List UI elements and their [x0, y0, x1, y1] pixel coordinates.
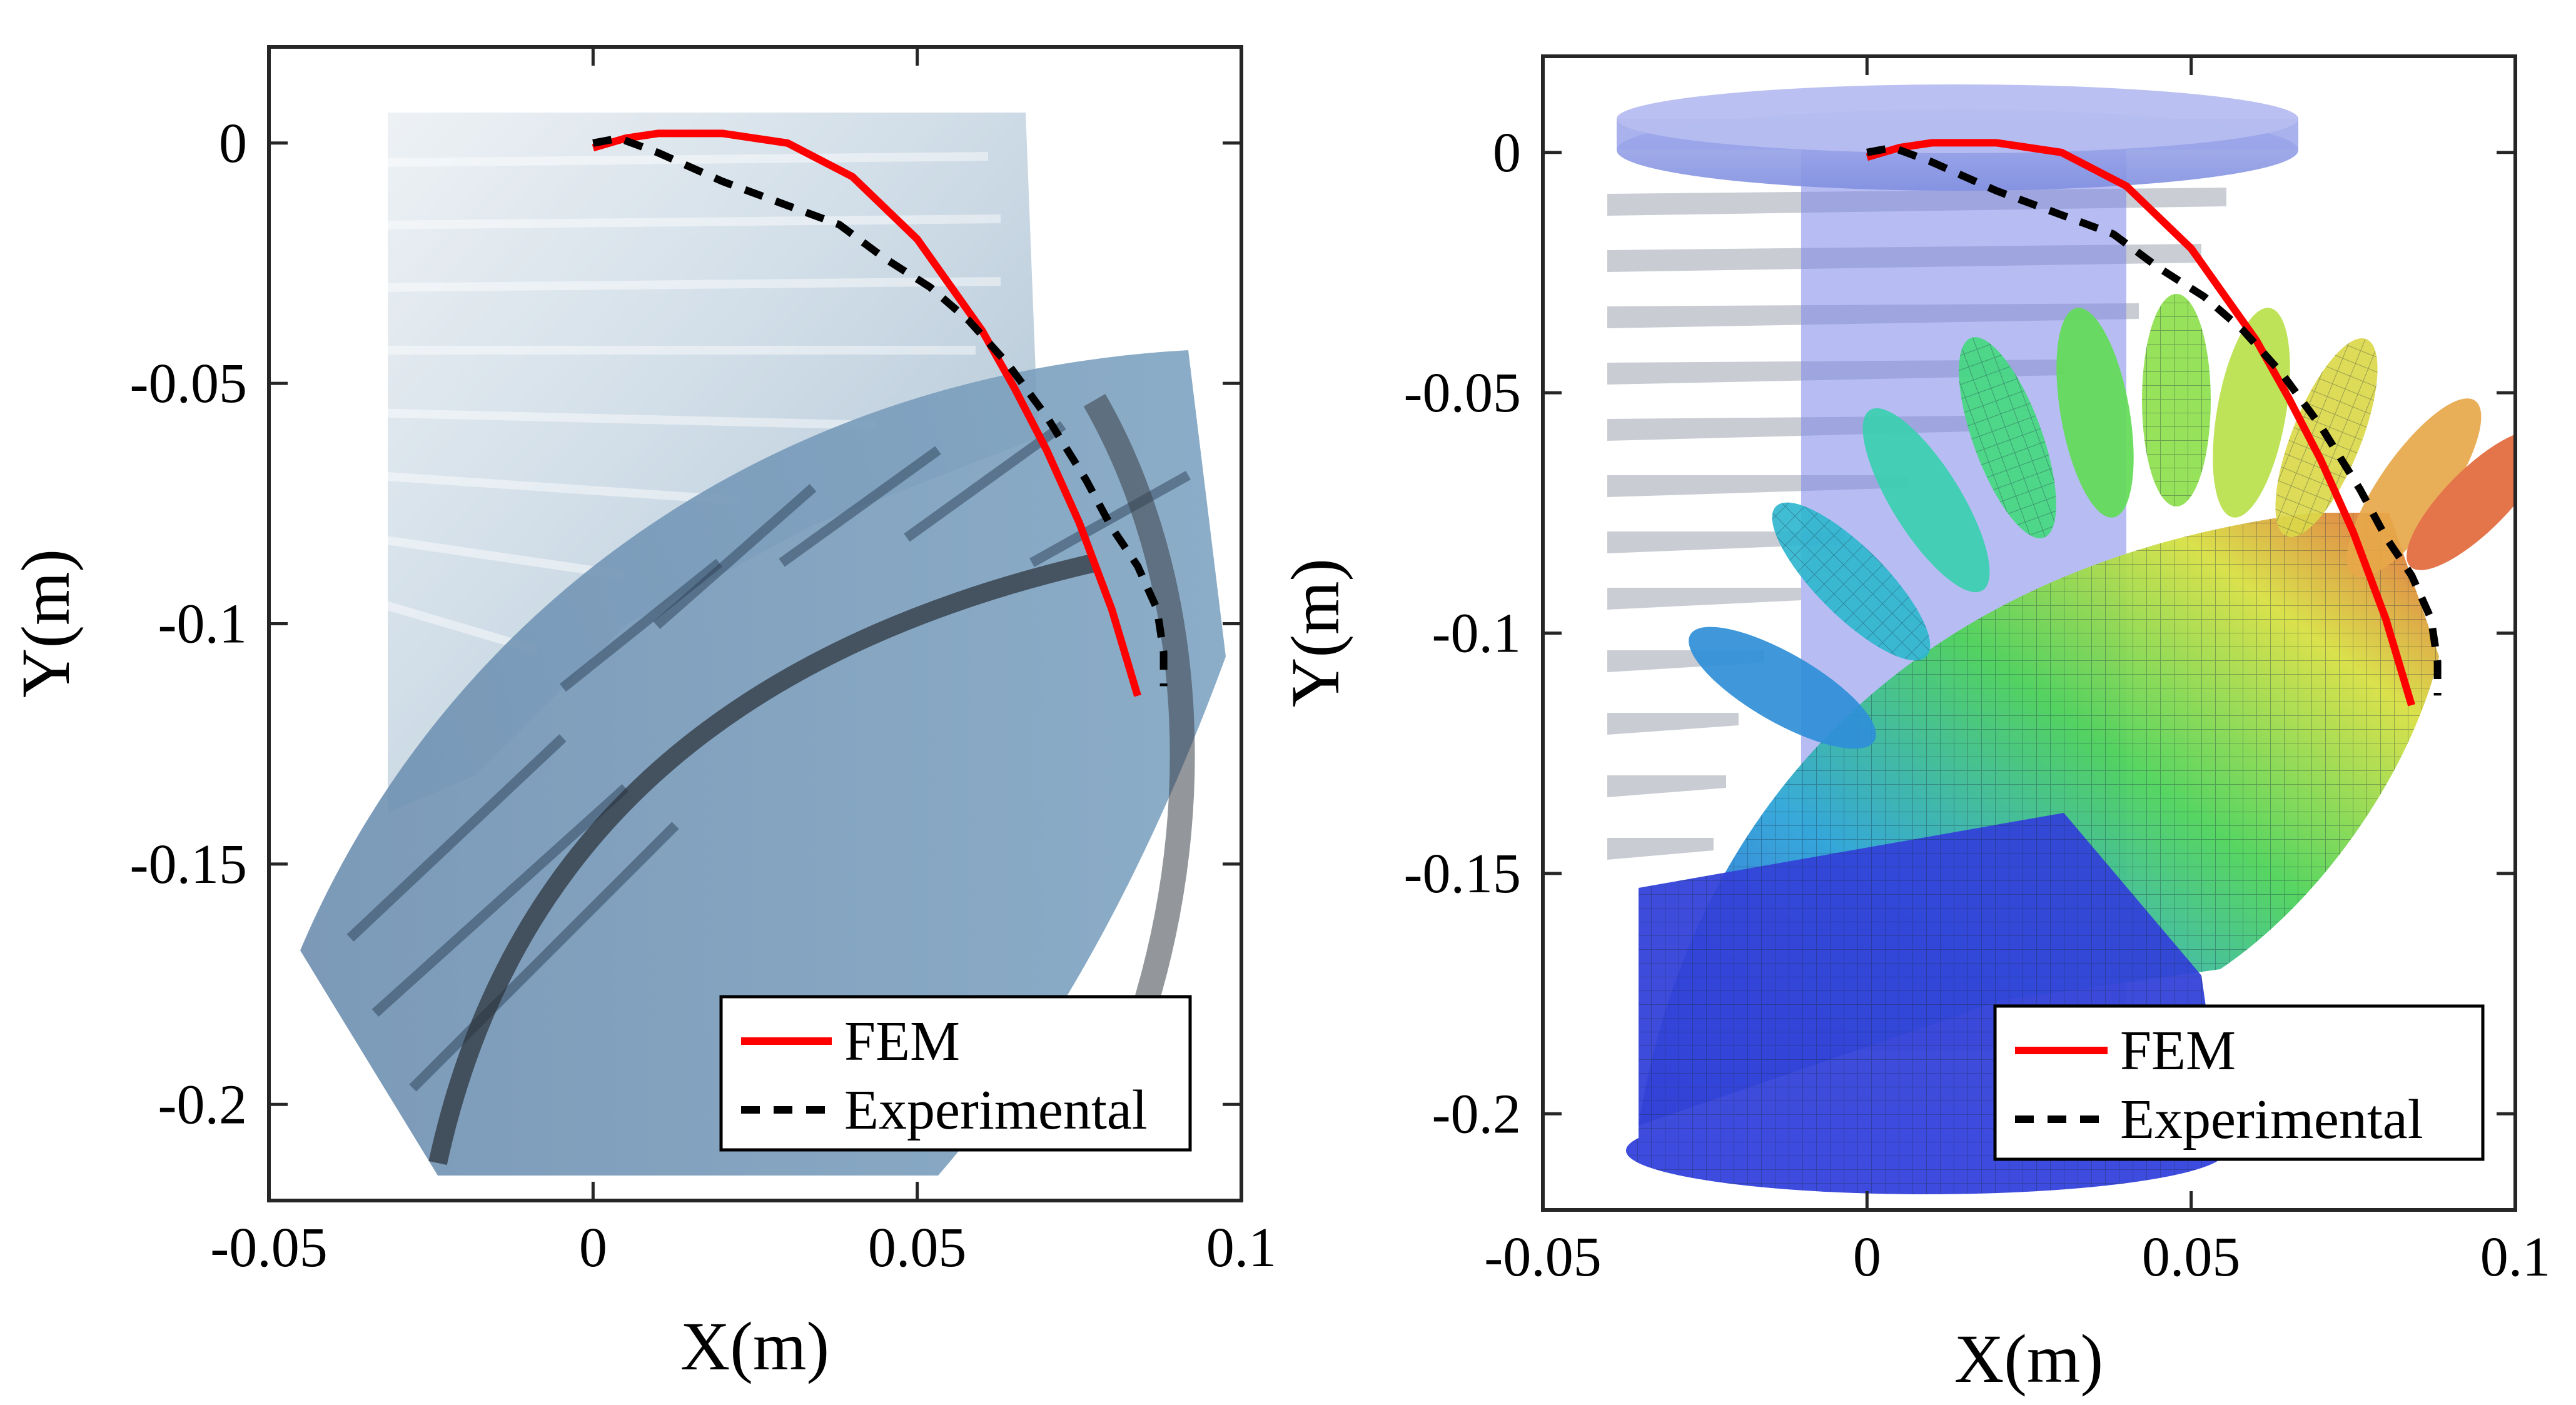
- x-tick-label: 0: [1853, 1226, 1881, 1288]
- y-tick-label: 0: [219, 113, 247, 174]
- x-axis-label: X(m): [1954, 1321, 2103, 1397]
- legend-fem-label: FEM: [844, 1010, 960, 1072]
- legend-box: [1993, 1004, 2485, 1161]
- series-fem-line: [1866, 139, 2415, 707]
- x-tick-label: 0.1: [1206, 1217, 1277, 1279]
- x-tick-label: -0.05: [1484, 1226, 1601, 1288]
- x-axis-label: X(m): [680, 1308, 829, 1384]
- y-tick-label: -0.2: [1432, 1083, 1521, 1145]
- x-tick-label: 0: [579, 1217, 607, 1279]
- x-tick-label: -0.05: [210, 1217, 327, 1279]
- plot-curves: [1866, 139, 2442, 707]
- y-tick-label: -0.05: [1404, 362, 1521, 424]
- y-tick-label: -0.15: [1404, 843, 1521, 905]
- legend: FEM Experimental: [1993, 1004, 2485, 1161]
- y-tick-label: -0.2: [158, 1074, 247, 1136]
- series-experimental-line: [592, 134, 1168, 687]
- y-tick-label: -0.1: [1432, 603, 1521, 665]
- legend-fem-label: FEM: [2120, 1020, 2236, 1082]
- y-tick-label: -0.1: [158, 593, 247, 655]
- right-panel: -0.05 0 0.05 0.1 0 -0.05 -0.1 -0.15 -0.2 X(m) Y(…: [1277, 54, 2551, 1397]
- legend-box: [719, 995, 1192, 1152]
- y-axis-label: Y(m): [8, 549, 84, 698]
- x-tick-label: 0.1: [2480, 1226, 2551, 1288]
- series-experimental-line: [1866, 144, 2442, 696]
- y-tick-label: -0.05: [130, 353, 247, 415]
- fem-mesh-background: [1543, 56, 2515, 1210]
- y-tick-label: -0.15: [130, 833, 247, 895]
- y-axis-label: Y(m): [1277, 558, 1353, 707]
- legend-experimental-label: Experimental: [2120, 1089, 2423, 1151]
- series-fem-line: [592, 129, 1141, 697]
- legend-experimental-label: Experimental: [844, 1079, 1148, 1141]
- legend: FEM Experimental: [719, 995, 1192, 1152]
- x-tick-label: 0.05: [868, 1217, 967, 1279]
- axis-ticks: -0.05 0 0.05 0.1 0 -0.05 -0.1 -0.15 -0.2: [130, 47, 1277, 1279]
- y-tick-label: 0: [1493, 122, 1521, 184]
- x-tick-label: 0.05: [2142, 1226, 2241, 1288]
- left-panel: -0.05 0 0.05 0.1 0 -0.05 -0.1 -0.15 -0.2 X(m) Y(…: [8, 45, 1277, 1384]
- photo-background: [269, 47, 1241, 1201]
- plot-curves: [592, 129, 1168, 697]
- axis-ticks: -0.05 0 0.05 0.1 0 -0.05 -0.1 -0.15 -0.2: [1404, 56, 2551, 1288]
